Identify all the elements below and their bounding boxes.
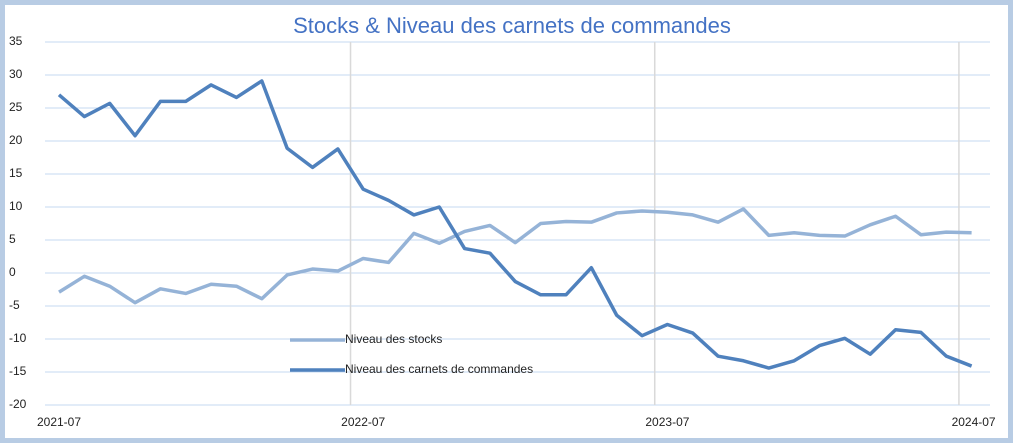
chart-title: Stocks & Niveau des carnets de commandes: [293, 13, 731, 38]
y-tick-label: 25: [9, 100, 23, 114]
y-tick-label: 30: [9, 67, 23, 81]
y-tick-label: 20: [9, 133, 23, 147]
y-tick-label: -10: [9, 331, 27, 345]
y-tick-label: -15: [9, 364, 27, 378]
x-tick-label: 2024-07: [952, 415, 996, 429]
series-line: [57, 79, 973, 370]
chart: Stocks & Niveau des carnets de commandes…: [5, 5, 1008, 438]
series-line: [58, 207, 972, 305]
legend-label: Niveau des stocks: [345, 332, 442, 346]
y-tick-label: -5: [9, 298, 20, 312]
y-tick-label: 15: [9, 166, 23, 180]
y-tick-label: 5: [9, 232, 16, 246]
legend-label: Niveau des carnets de commandes: [345, 362, 533, 376]
y-tick-label: 0: [9, 265, 16, 279]
x-tick-label: 2022-07: [341, 415, 385, 429]
x-tick-label: 2023-07: [645, 415, 689, 429]
y-tick-label: -20: [9, 397, 27, 411]
y-tick-label: 35: [9, 34, 23, 48]
x-tick-label: 2021-07: [37, 415, 81, 429]
y-tick-label: 10: [9, 199, 23, 213]
